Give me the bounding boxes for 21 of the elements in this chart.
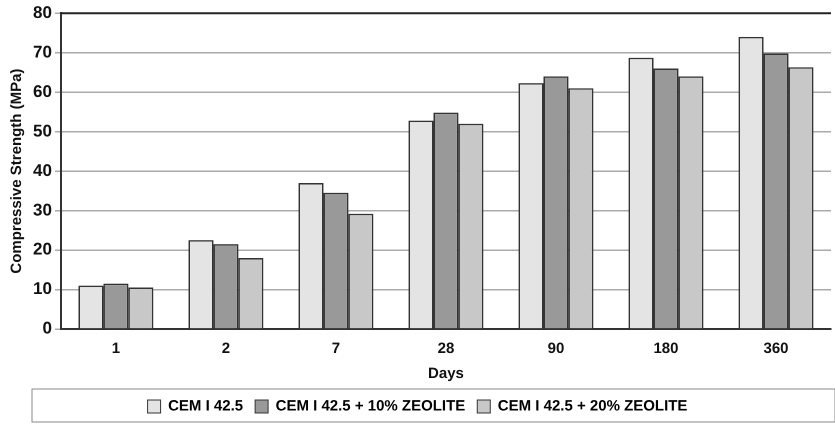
y-tick-label: 0 <box>42 318 52 338</box>
x-tick-label: 1 <box>112 340 120 358</box>
x-tick-label: 180 <box>653 340 678 358</box>
y-tick-label: 50 <box>32 121 52 140</box>
y-tick-label: 10 <box>32 279 52 298</box>
x-tick-label: 360 <box>763 340 789 358</box>
y-tick-label: 20 <box>32 240 52 259</box>
legend-label: CEM I 42.5 <box>168 398 244 415</box>
legend-label: CEM I 42.5 + 20% ZEOLITE <box>498 398 688 415</box>
x-tick-label: 90 <box>548 340 564 358</box>
y-tick-label: 60 <box>32 82 52 101</box>
x-tick-label: 2 <box>222 340 230 358</box>
legend-label: CEM I 42.5 + 10% ZEOLITE <box>276 398 466 415</box>
y-tick-label: 70 <box>32 42 52 62</box>
y-tick-label: 40 <box>32 160 52 180</box>
x-axis-title: Days <box>428 365 464 382</box>
y-tick-label: 80 <box>32 2 52 22</box>
y-tick-label: 30 <box>32 200 52 220</box>
y-axis-title: Compressive Strength (MPa) <box>8 68 26 274</box>
x-tick-label: 7 <box>332 340 340 358</box>
x-tick-label: 28 <box>438 340 454 358</box>
